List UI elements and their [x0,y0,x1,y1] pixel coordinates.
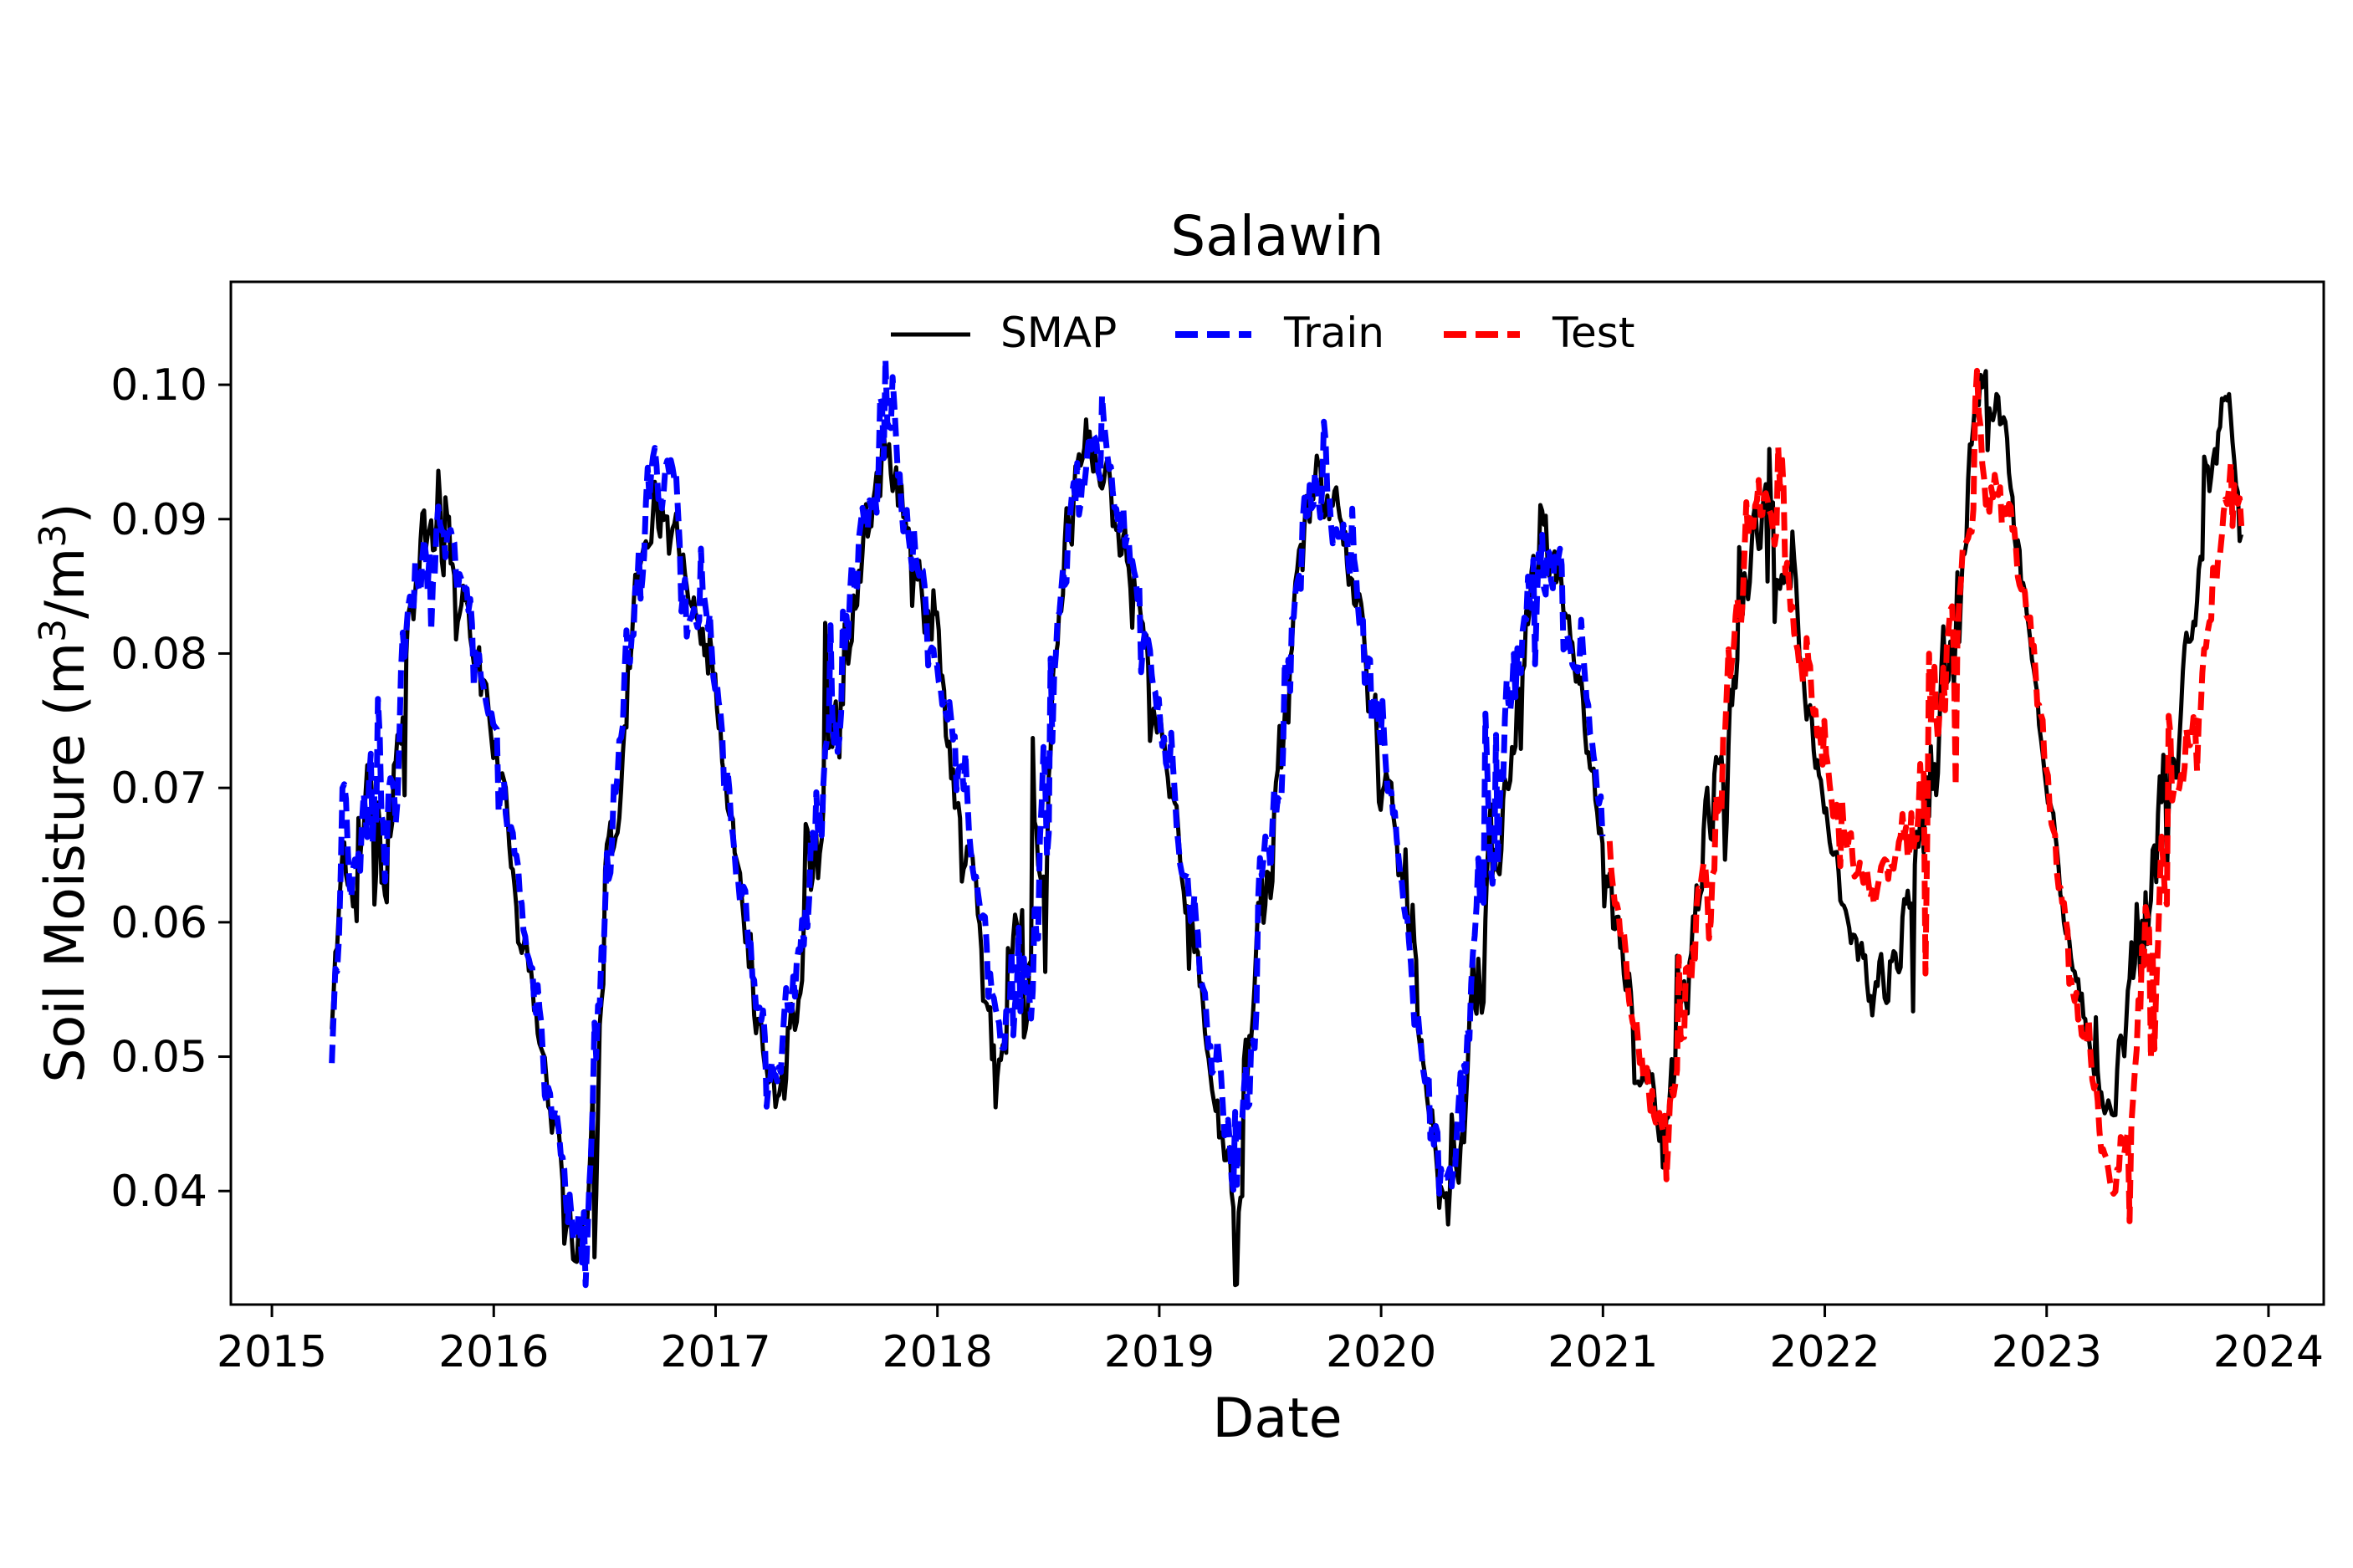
legend: SMAP Train Test [891,309,1634,357]
x-tick-label: 2022 [1769,1327,1880,1377]
x-tick-label: 2019 [1104,1327,1215,1377]
x-axis-label: Date [1212,1387,1342,1450]
y-tick-label: 0.05 [110,1033,207,1083]
x-tick-label: 2016 [438,1327,549,1377]
plot-border [229,280,2325,1306]
x-tick-label: 2020 [1326,1327,1436,1377]
y-tick-label: 0.04 [110,1167,207,1217]
y-axis-label: Soil Moisture (m3/m3) [32,503,97,1082]
x-tick-label: 2018 [882,1327,993,1377]
y-axis: 0.04 0.05 0.06 0.07 0.08 0.09 0.10 [110,360,231,1217]
legend-label-smap: SMAP [1000,309,1117,357]
y-tick-label: 0.10 [110,360,207,411]
x-tick-label: 2021 [1547,1327,1658,1377]
x-tick-label: 2023 [1992,1327,2102,1377]
legend-label-test: Test [1552,309,1634,357]
x-tick-label: 2024 [2213,1327,2324,1377]
y-tick-label: 0.08 [110,629,207,679]
series-test-line [1606,367,2245,1224]
chart-title: Salawin [1170,204,1384,268]
y-tick-label: 0.09 [110,495,207,545]
x-axis: 2015 2016 2017 2018 2019 2020 2021 2022 2023 2024 [217,1305,2324,1377]
y-tick-label: 0.07 [110,764,207,814]
series-train-line [329,356,1606,1289]
y-tick-label: 0.06 [110,898,207,948]
x-tick-label: 2015 [217,1327,327,1377]
legend-label-train: Train [1283,309,1384,357]
plot-area [329,356,2245,1289]
x-tick-label: 2017 [660,1327,770,1377]
